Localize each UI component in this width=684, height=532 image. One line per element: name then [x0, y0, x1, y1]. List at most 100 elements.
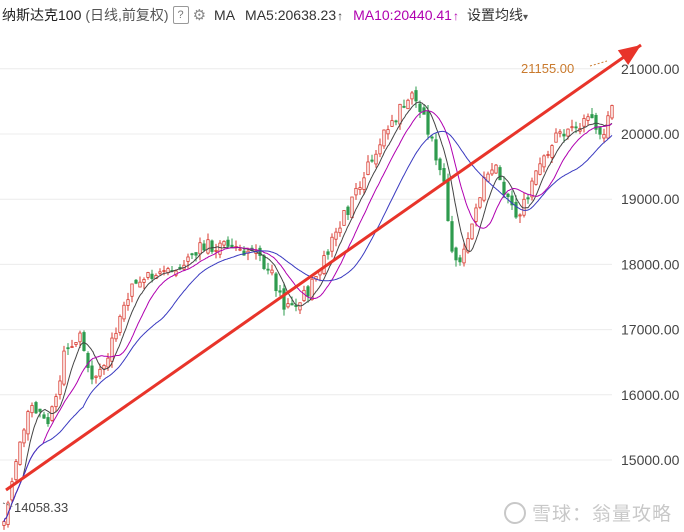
- ma5-value: MA5:20638.23↑: [245, 7, 344, 23]
- candle-body: [322, 255, 326, 274]
- candle-body: [518, 214, 522, 217]
- candle-body: [210, 240, 214, 252]
- snowball-logo-icon: [503, 501, 526, 524]
- candle-body: [394, 120, 398, 123]
- candle-body: [202, 243, 206, 251]
- y-tick-label: 16000.00: [621, 387, 680, 403]
- candle-body: [526, 197, 530, 200]
- ma10-line: [3, 110, 613, 522]
- candle-body: [86, 352, 90, 368]
- candle-body: [134, 279, 138, 284]
- candle-body: [542, 155, 546, 168]
- candle-body: [54, 396, 58, 408]
- candle-body: [562, 133, 566, 137]
- gear-icon[interactable]: ⚙: [192, 7, 207, 24]
- candle-body: [510, 195, 514, 206]
- trend-arrow: [5, 43, 642, 492]
- candle-body: [282, 288, 286, 310]
- candle-body: [334, 231, 338, 240]
- candle-body: [126, 299, 130, 306]
- candle-body: [326, 251, 330, 255]
- low-leader-line: [2, 502, 15, 508]
- candle-body: [74, 342, 78, 345]
- candle-body: [402, 105, 406, 108]
- high-price-label: 21155.00: [521, 61, 574, 76]
- candle-body: [82, 332, 86, 351]
- candle-body: [222, 240, 226, 246]
- candle-body: [166, 268, 170, 273]
- candle-body: [302, 289, 306, 302]
- candle-body: [398, 103, 402, 125]
- candle-body: [406, 99, 410, 110]
- candle-body: [186, 256, 190, 262]
- candle-body: [482, 177, 486, 201]
- candle-body: [42, 414, 46, 419]
- candle-body: [590, 114, 594, 119]
- y-tick-label: 17000.00: [621, 322, 680, 338]
- candle-body: [22, 429, 26, 444]
- candle-body: [426, 111, 430, 135]
- candle-body: [330, 236, 334, 252]
- candle-body: [102, 365, 106, 370]
- candle-body: [290, 303, 294, 306]
- ma10-value: MA10:20440.41↑: [353, 7, 459, 23]
- ma-label: MA: [214, 7, 236, 23]
- candle-body: [362, 177, 366, 190]
- candle-body: [382, 129, 386, 147]
- candle-body: [270, 269, 274, 274]
- candle-body: [18, 441, 22, 465]
- candle-body: [514, 201, 518, 218]
- candle-body: [438, 158, 442, 171]
- moving-averages: [3, 101, 613, 522]
- candle-body: [462, 248, 466, 264]
- candle-body: [198, 242, 202, 255]
- y-tick-label: 21000.00: [621, 61, 680, 77]
- candle-body: [214, 250, 218, 252]
- candle-body: [598, 127, 602, 135]
- candle-body: [90, 365, 94, 380]
- watermark: 雪球：翁量攻略: [503, 499, 672, 526]
- candle-body: [110, 337, 114, 362]
- y-tick-label: 18000.00: [621, 256, 680, 272]
- candle-body: [478, 197, 482, 208]
- candle-body: [554, 132, 558, 143]
- candle-body: [118, 315, 122, 333]
- candle-body: [266, 268, 270, 271]
- y-tick-label: 15000.00: [621, 452, 680, 468]
- candle-body: [34, 402, 38, 414]
- candle-body: [158, 271, 162, 274]
- candle-body: [550, 145, 554, 158]
- candle-body: [470, 223, 474, 240]
- candle-body: [418, 103, 422, 112]
- candle-body: [38, 408, 42, 412]
- candle-body: [414, 90, 418, 102]
- candle-body: [206, 239, 210, 254]
- candle-body: [378, 144, 382, 155]
- grid-lines: [0, 68, 612, 461]
- candle-body: [434, 139, 438, 161]
- candle-body: [106, 357, 110, 368]
- candle-body: [142, 279, 146, 283]
- up-arrow-icon: ↑: [337, 9, 344, 23]
- ma-settings-button[interactable]: 设置均线▾: [466, 7, 528, 23]
- candle-body: [574, 126, 578, 129]
- chevron-down-icon: ▾: [522, 12, 528, 23]
- candle-body: [258, 247, 262, 256]
- help-icon[interactable]: ?: [172, 6, 189, 24]
- candle-body: [606, 115, 610, 139]
- low-price-label: 14058.33: [14, 500, 68, 515]
- candle-body: [190, 253, 194, 256]
- candle-body: [430, 136, 434, 139]
- candle-body: [70, 346, 74, 348]
- candle-body: [286, 303, 290, 308]
- candle-body: [538, 163, 542, 175]
- candle-body: [310, 278, 314, 301]
- candles: [2, 86, 614, 530]
- candle-body: [274, 273, 278, 292]
- candle-body: [350, 196, 354, 219]
- ma5-line: [3, 101, 613, 522]
- candle-body: [502, 181, 506, 195]
- candle-body: [66, 347, 70, 350]
- candle-body: [226, 239, 230, 247]
- candle-body: [530, 180, 534, 198]
